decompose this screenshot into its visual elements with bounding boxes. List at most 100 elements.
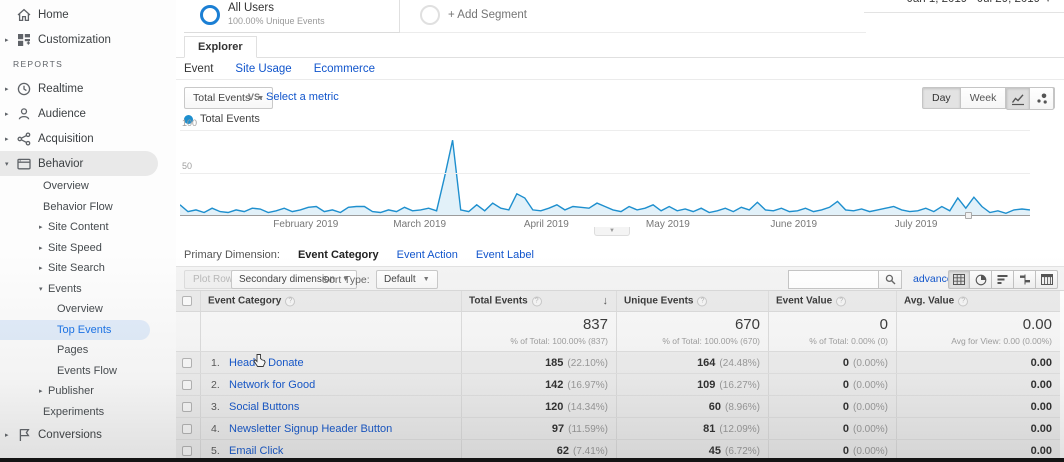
sidebar-item-label: Site Content: [48, 221, 109, 234]
sort-type-value: Default: [384, 274, 416, 285]
col-total-events[interactable]: Total Events: [469, 295, 528, 307]
sidebar-item-behavior[interactable]: ▾ Behavior: [0, 151, 158, 176]
dimension-event-action[interactable]: Event Action: [396, 249, 458, 261]
row-checkbox[interactable]: [182, 423, 192, 434]
cell-value: 0 (0.00%): [842, 356, 888, 369]
select-a-metric-link[interactable]: Select a metric: [266, 91, 339, 103]
dimension-event-category[interactable]: Event Category: [297, 249, 379, 261]
row-checkbox[interactable]: [182, 379, 192, 390]
sidebar-item-pages[interactable]: Pages: [0, 340, 176, 361]
sidebar-item-label: Conversions: [38, 428, 102, 441]
y-axis-tick-label: 100: [182, 118, 198, 128]
granularity-week-button[interactable]: Week: [960, 87, 1007, 109]
help-icon[interactable]: ?: [836, 296, 847, 306]
x-axis-month-label: April 2019: [523, 219, 569, 230]
sidebar-item-events-flow[interactable]: Events Flow: [0, 361, 176, 382]
sidebar-item-label: Events Flow: [57, 364, 117, 377]
segment-all-users[interactable]: All Users 100.00% Unique Events: [184, 0, 400, 33]
advanced-search-link[interactable]: advanced: [913, 273, 959, 285]
event-category-link[interactable]: Header Donate: [229, 356, 304, 369]
tab-explorer[interactable]: Explorer: [184, 36, 257, 58]
segment-subtitle: 100.00% Unique Events: [228, 16, 325, 26]
cell-value: 62 (7.41%): [556, 444, 608, 457]
row-number: 3.: [211, 400, 220, 413]
help-icon[interactable]: ?: [958, 296, 969, 306]
search-input[interactable]: [788, 270, 878, 289]
sidebar-item-label: Events: [48, 282, 82, 295]
col-event-category[interactable]: Event Category: [208, 295, 282, 307]
metric-select-dropdown[interactable]: Total Events ▼: [184, 87, 274, 109]
col-avg-value[interactable]: Avg. Value: [904, 295, 955, 307]
hide-chart-button[interactable]: ▼: [594, 227, 630, 236]
table-toolbar: Plot Rows Secondary dimension ▼ Sort Typ…: [176, 266, 1064, 291]
search-button[interactable]: [878, 270, 902, 289]
sort-desc-icon[interactable]: ↓: [602, 295, 609, 307]
sidebar-item-acquisition[interactable]: ▸ Acquisition: [0, 126, 176, 151]
sidebar-item-behavior-flow[interactable]: Behavior Flow: [0, 197, 176, 218]
help-icon[interactable]: ?: [697, 296, 708, 306]
event-category-link[interactable]: Newsletter Signup Header Button: [229, 422, 393, 435]
x-axis-month-label: March 2019: [393, 219, 447, 230]
row-checkbox[interactable]: [182, 445, 192, 456]
cell-value: 0 (0.00%): [842, 444, 888, 457]
row-checkbox[interactable]: [182, 357, 192, 368]
events-table: Event Category? Total Events? ↓ Unique Ev…: [176, 291, 1060, 462]
metric-tab-ecommerce[interactable]: Ecommerce: [313, 62, 376, 75]
comparison-view-button[interactable]: [1014, 270, 1036, 289]
table-search: [788, 270, 902, 289]
sidebar-item-top-events[interactable]: Top Events: [0, 319, 150, 340]
sidebar-item-realtime[interactable]: ▸ Realtime: [0, 76, 176, 101]
performance-view-button[interactable]: [992, 270, 1014, 289]
sidebar-item-customization[interactable]: ▸ Customization: [0, 27, 176, 52]
table-header-row: Event Category? Total Events? ↓ Unique Ev…: [176, 291, 1060, 312]
sidebar-item-overview[interactable]: Overview: [0, 299, 176, 320]
line-chart-view-button[interactable]: [1006, 87, 1030, 110]
x-axis-month-label: May 2019: [645, 219, 690, 230]
col-unique-events[interactable]: Unique Events: [624, 295, 694, 307]
date-range-selector[interactable]: Jan 1, 2019 - Jul 29, 2019 ▼: [907, 0, 1052, 5]
secondary-dimension-dropdown[interactable]: Secondary dimension ▼: [231, 270, 358, 289]
table-view-button[interactable]: [948, 270, 970, 289]
sidebar-item-site-search[interactable]: ▸ Site Search: [0, 258, 176, 279]
secondary-dimension-label: Secondary dimension: [239, 274, 336, 285]
timeline-scrubber-handle[interactable]: [964, 212, 972, 219]
event-category-link[interactable]: Email Click: [229, 444, 284, 457]
help-icon[interactable]: ?: [285, 296, 296, 306]
chevron-right-icon: ▸: [39, 224, 43, 232]
chevron-down-icon: ▾: [39, 285, 43, 293]
avg-value: 0.00: [1030, 378, 1052, 391]
audience-icon: [16, 106, 32, 122]
sidebar-item-events[interactable]: ▾ Events: [0, 279, 176, 300]
sidebar-item-site-speed[interactable]: ▸ Site Speed: [0, 238, 176, 259]
help-icon[interactable]: ?: [531, 296, 542, 306]
primary-dimension-label: Primary Dimension:: [184, 249, 280, 261]
sidebar-item-label: Realtime: [38, 82, 84, 95]
sort-type-dropdown[interactable]: Default ▼: [376, 270, 438, 289]
percentage-view-button[interactable]: [970, 270, 992, 289]
sidebar-item-label: Overview: [43, 180, 89, 193]
sidebar-item-label: Pages: [57, 344, 89, 357]
motion-chart-view-button[interactable]: [1030, 87, 1054, 110]
granularity-day-button[interactable]: Day: [922, 87, 961, 109]
sidebar-item-publisher[interactable]: ▸ Publisher: [0, 381, 176, 402]
sidebar-item-experiments[interactable]: Experiments: [0, 402, 176, 423]
pivot-view-button[interactable]: [1036, 270, 1058, 289]
sidebar-item-overview[interactable]: Overview: [0, 176, 176, 197]
event-category-link[interactable]: Network for Good: [229, 378, 316, 391]
row-checkbox[interactable]: [182, 401, 192, 412]
table-row: 1. Header Donate 185 (22.10%) 164 (24.48%) 0 (0…: [176, 352, 1060, 374]
sidebar-item-home[interactable]: Home: [0, 2, 176, 27]
dimension-event-label[interactable]: Event Label: [475, 249, 534, 261]
sidebar-item-conversions[interactable]: ▸ Conversions: [0, 422, 176, 447]
add-segment-button[interactable]: + Add Segment: [400, 0, 866, 33]
x-axis-month-label: July 2019: [894, 219, 938, 230]
sidebar-item-audience[interactable]: ▸ Audience: [0, 101, 176, 126]
chevron-right-icon: ▸: [5, 36, 9, 44]
select-all-checkbox[interactable]: [182, 296, 192, 306]
totals-total-events-sub: % of Total: 100.00% (837): [510, 336, 608, 346]
event-category-link[interactable]: Social Buttons: [229, 400, 300, 413]
metric-tab-site-usage[interactable]: Site Usage: [235, 62, 292, 75]
metric-tab-event[interactable]: Event: [184, 62, 214, 75]
sidebar-item-site-content[interactable]: ▸ Site Content: [0, 217, 176, 238]
col-event-value[interactable]: Event Value: [776, 295, 833, 307]
